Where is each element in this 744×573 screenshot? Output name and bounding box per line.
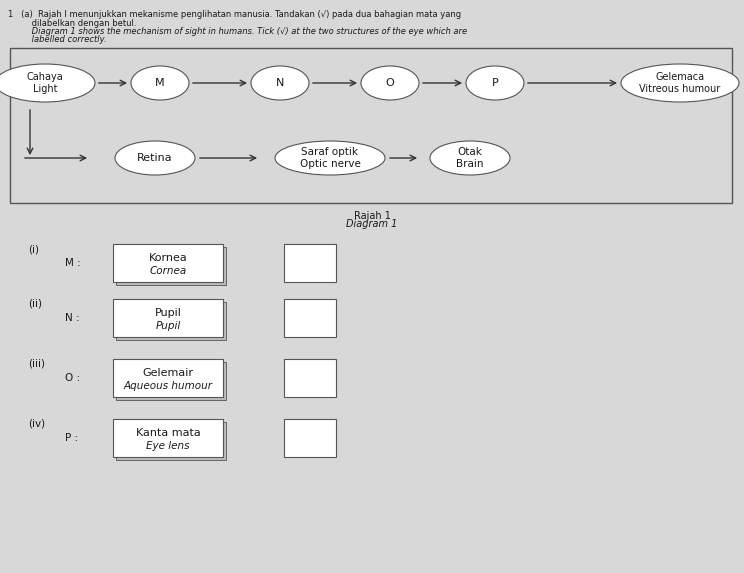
Text: O: O [385, 78, 394, 88]
FancyBboxPatch shape [284, 244, 336, 282]
Text: N: N [276, 78, 284, 88]
Ellipse shape [0, 64, 95, 102]
Text: Pupil: Pupil [155, 321, 181, 331]
Text: Kornea: Kornea [149, 253, 187, 263]
Text: Diagram 1 shows the mechanism of sight in humans. Tick (√) at the two structures: Diagram 1 shows the mechanism of sight i… [8, 27, 467, 36]
Text: Gelemair: Gelemair [143, 368, 193, 378]
Text: labelled correctly.: labelled correctly. [8, 35, 106, 44]
FancyBboxPatch shape [116, 302, 226, 340]
Text: Gelemaca
Vitreous humour: Gelemaca Vitreous humour [639, 72, 721, 94]
Ellipse shape [430, 141, 510, 175]
Text: Rajah 1: Rajah 1 [353, 211, 391, 221]
FancyBboxPatch shape [113, 359, 223, 397]
FancyBboxPatch shape [116, 362, 226, 400]
Ellipse shape [621, 64, 739, 102]
Text: N :: N : [65, 313, 80, 323]
Text: M :: M : [65, 258, 81, 268]
Text: Diagram 1: Diagram 1 [346, 219, 398, 229]
FancyBboxPatch shape [116, 422, 226, 460]
Ellipse shape [466, 66, 524, 100]
Ellipse shape [251, 66, 309, 100]
FancyBboxPatch shape [284, 359, 336, 397]
FancyBboxPatch shape [113, 419, 223, 457]
Text: 1   (a)  Rajah I menunjukkan mekanisme penglihatan manusia. Tandakan (√) pada du: 1 (a) Rajah I menunjukkan mekanisme peng… [8, 10, 461, 19]
Text: P :: P : [65, 433, 78, 443]
FancyBboxPatch shape [284, 419, 336, 457]
FancyBboxPatch shape [113, 299, 223, 337]
Text: M: M [155, 78, 165, 88]
Text: Cornea: Cornea [150, 266, 187, 276]
Ellipse shape [275, 141, 385, 175]
Text: Aqueous humour: Aqueous humour [124, 381, 213, 391]
Text: Cahaya
Light: Cahaya Light [27, 72, 63, 94]
Text: Pupil: Pupil [155, 308, 182, 318]
Text: Otak
Brain: Otak Brain [456, 147, 484, 169]
Text: (ii): (ii) [28, 299, 42, 309]
FancyBboxPatch shape [10, 48, 732, 203]
FancyBboxPatch shape [116, 247, 226, 285]
Text: Kanta mata: Kanta mata [135, 428, 200, 438]
Text: Saraf optik
Optic nerve: Saraf optik Optic nerve [300, 147, 360, 169]
FancyBboxPatch shape [284, 299, 336, 337]
Ellipse shape [115, 141, 195, 175]
Text: Retina: Retina [137, 153, 173, 163]
Ellipse shape [361, 66, 419, 100]
Text: (iv): (iv) [28, 419, 45, 429]
Text: O :: O : [65, 373, 80, 383]
Text: dilabelkan dengan betul.: dilabelkan dengan betul. [8, 19, 136, 28]
Text: Eye lens: Eye lens [147, 441, 190, 451]
Text: (iii): (iii) [28, 359, 45, 369]
Text: (i): (i) [28, 244, 39, 254]
FancyBboxPatch shape [113, 244, 223, 282]
Text: P: P [492, 78, 498, 88]
Ellipse shape [131, 66, 189, 100]
